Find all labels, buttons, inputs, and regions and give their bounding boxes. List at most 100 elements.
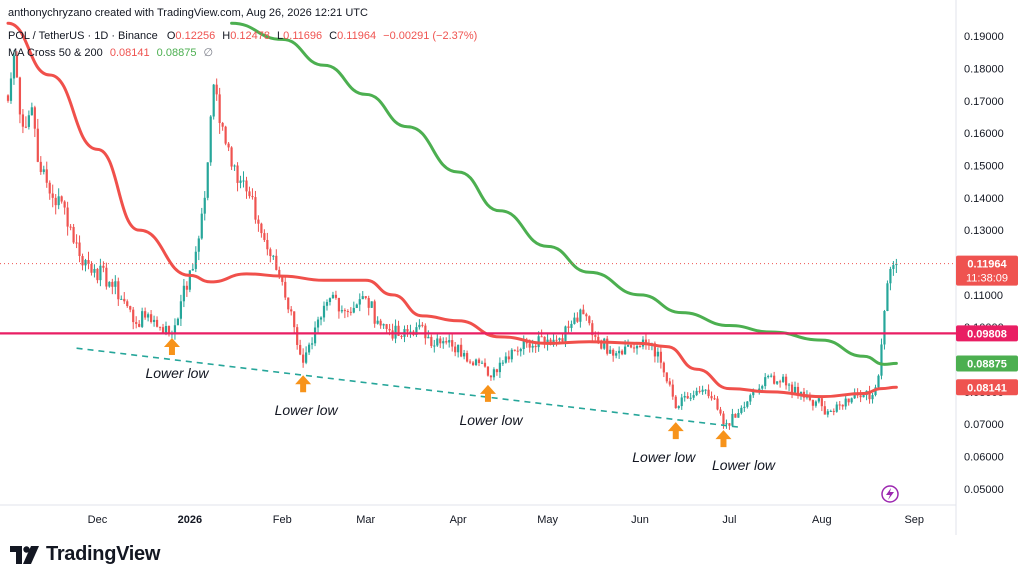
candle-body	[6, 95, 10, 101]
candle-body	[284, 281, 287, 298]
candle-body	[382, 324, 385, 326]
candle-body	[120, 298, 123, 300]
ohlc-low-label: L	[277, 30, 284, 42]
price-axis-label: 0.09808	[967, 328, 1007, 340]
candle-body	[421, 324, 424, 326]
candle-body	[30, 107, 33, 116]
candle-body	[418, 324, 421, 328]
candle-body	[477, 359, 481, 364]
candle-body	[740, 407, 743, 414]
candle-body	[263, 233, 266, 240]
candle-body	[376, 320, 379, 324]
lightning-icon[interactable]	[881, 485, 899, 503]
candle-body	[427, 336, 430, 339]
price-axis-label-bg	[956, 355, 1018, 372]
candle-body	[853, 392, 856, 399]
candle-body	[161, 327, 165, 335]
candle-body	[36, 128, 39, 162]
candle-body	[313, 327, 317, 344]
candle-body	[814, 401, 817, 406]
candle-body	[519, 348, 522, 352]
candle-body	[236, 165, 239, 183]
candle-body	[129, 306, 132, 310]
candle-body	[671, 384, 674, 397]
candle-body	[460, 344, 463, 357]
candle-body	[779, 381, 782, 383]
candle-body	[767, 375, 770, 378]
candle-body	[448, 340, 451, 343]
candle-body	[719, 409, 722, 414]
candle-body	[316, 319, 320, 328]
candle-body	[388, 328, 391, 331]
candle-body	[838, 404, 841, 406]
candle-body	[409, 331, 412, 333]
indicator-name[interactable]: MA Cross 50 & 200	[8, 47, 103, 59]
candle-body	[191, 268, 194, 271]
candle-body	[27, 115, 30, 127]
candle-body	[135, 322, 138, 324]
candle-body	[39, 161, 42, 172]
ohlc-close-label: C	[329, 30, 338, 42]
indicator-hidden-icon[interactable]: ∅	[203, 47, 214, 59]
candle-body	[623, 346, 627, 355]
candle-body	[179, 301, 183, 319]
y-tick-label: 0.14000	[964, 193, 1004, 205]
ohlc-change: −0.00291 (−2.37%)	[383, 30, 478, 42]
symbol-label[interactable]: POL / TetherUS · 1D · Binance	[8, 30, 158, 42]
candle-body	[272, 255, 275, 257]
candle-body	[621, 350, 624, 355]
y-tick-label: 0.19000	[964, 31, 1004, 43]
candle-body	[123, 298, 126, 302]
candle-body	[483, 362, 487, 367]
up-arrow-icon	[479, 384, 496, 402]
candle-body	[310, 343, 314, 345]
candle-body	[662, 362, 665, 373]
ohlc-close: 0.11964	[337, 30, 377, 42]
candle-body	[880, 344, 883, 376]
candle-body	[45, 169, 48, 183]
candle-body	[737, 413, 740, 418]
candle-body	[790, 384, 794, 393]
lower-low-label: Lower low	[459, 412, 523, 428]
candle-body	[42, 169, 45, 172]
up-arrow-icon	[667, 422, 684, 440]
candle-body	[325, 302, 329, 306]
candle-body	[862, 395, 865, 398]
candle-body	[221, 122, 224, 127]
candle-body	[588, 316, 591, 324]
candle-body	[644, 339, 648, 345]
tradingview-logo: TradingView	[10, 543, 160, 566]
candle-body	[126, 301, 129, 307]
candle-body	[433, 345, 436, 347]
candle-body	[281, 276, 284, 282]
candle-body	[594, 335, 597, 337]
candle-body	[829, 410, 832, 412]
descending-trendline	[76, 347, 742, 429]
candle-body	[677, 406, 680, 408]
candle-body	[811, 400, 815, 406]
candle-body	[877, 375, 880, 388]
tradingview-logo-icon	[10, 545, 39, 564]
candle-body	[230, 147, 233, 167]
candle-body	[337, 297, 341, 312]
candle-body	[239, 180, 242, 183]
candle-body	[826, 411, 829, 415]
candle-body	[257, 219, 260, 224]
candle-body	[463, 353, 466, 357]
candle-body	[275, 255, 278, 270]
candle-body	[93, 268, 96, 273]
candle-body	[66, 207, 69, 227]
candle-body	[561, 338, 564, 342]
y-tick-label: 0.13000	[964, 225, 1004, 237]
candle-body	[269, 249, 272, 257]
candle-body	[749, 395, 752, 402]
candle-body	[516, 350, 519, 352]
candle-body	[355, 304, 358, 308]
candle-body	[764, 377, 767, 387]
candle-body	[15, 55, 19, 78]
candle-body	[164, 325, 168, 335]
candle-body	[629, 345, 633, 348]
candle-body	[689, 397, 692, 399]
x-tick-label: Jul	[722, 514, 736, 526]
